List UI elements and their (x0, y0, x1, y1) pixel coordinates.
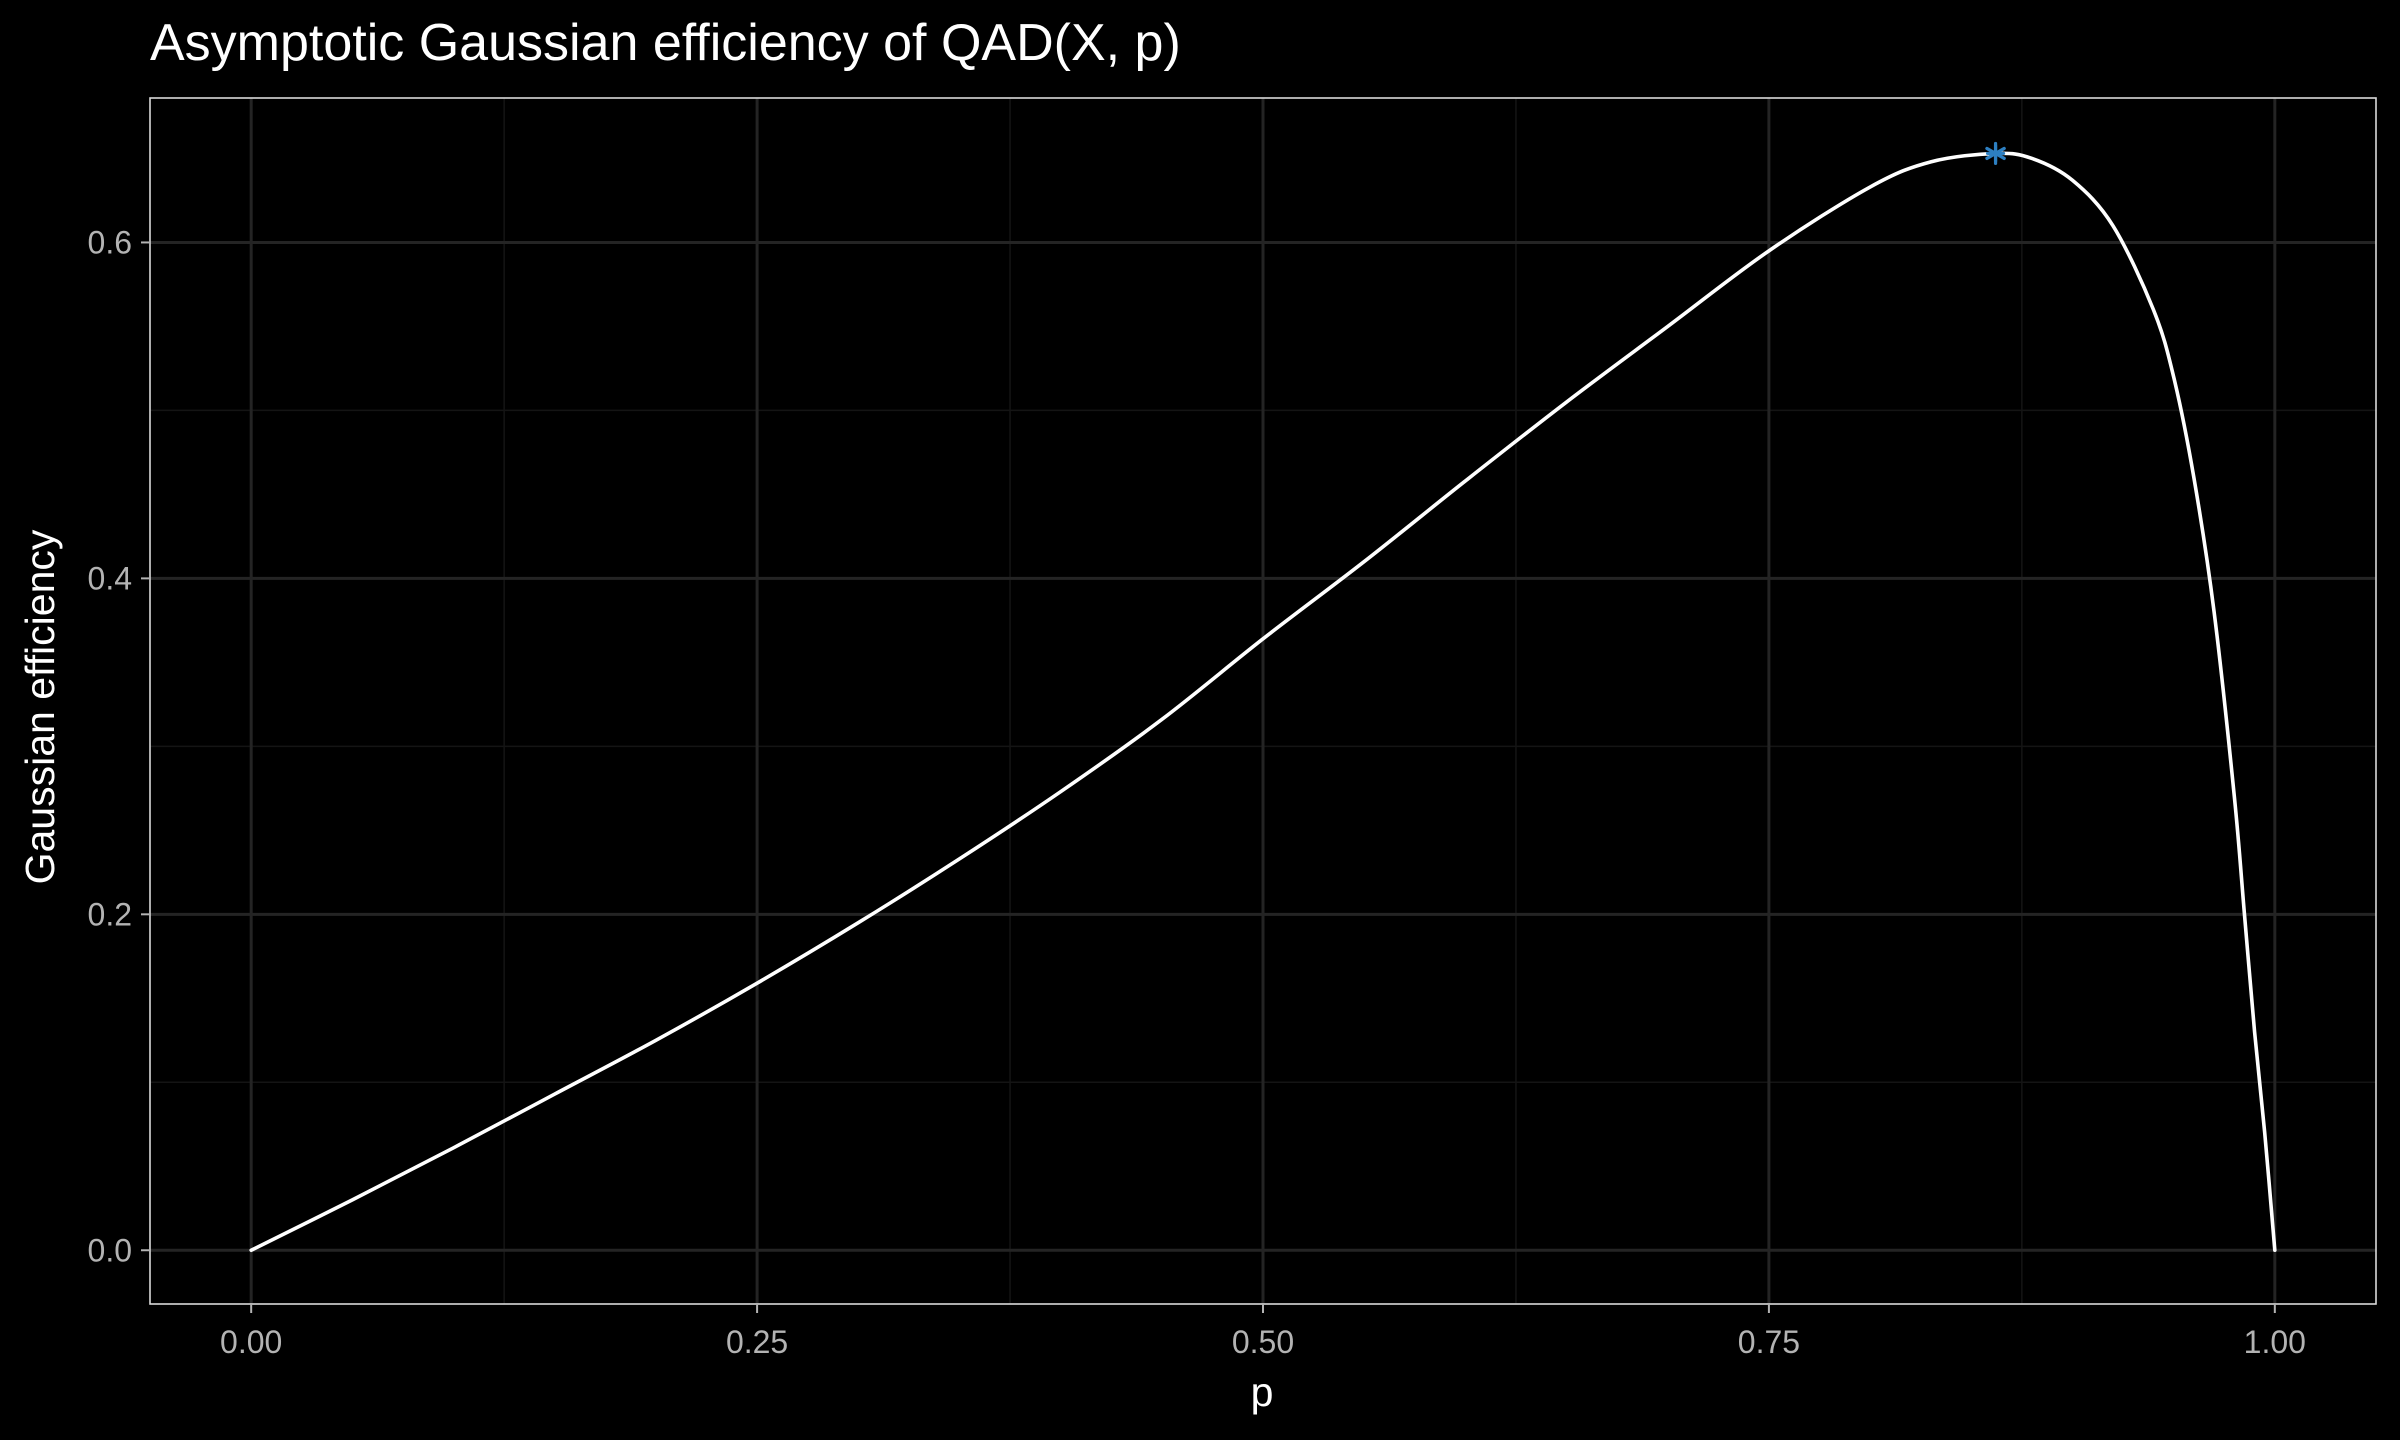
y-tick-label: 0.4 (88, 560, 132, 596)
x-tick-label: 1.00 (2244, 1324, 2306, 1360)
x-axis-title: p (1251, 1369, 1274, 1415)
efficiency-curve (249, 151, 2277, 1253)
y-axis-title: Gaussian efficiency (17, 529, 63, 884)
y-axis-ticks: 0.0 0.2 0.4 0.6 (88, 224, 150, 1268)
y-tick-label: 0.2 (88, 896, 132, 932)
x-tick-label: 0.00 (220, 1324, 282, 1360)
x-tick-label: 0.75 (1738, 1324, 1800, 1360)
y-tick-label: 0.0 (88, 1232, 132, 1268)
x-tick-label: 0.25 (726, 1324, 788, 1360)
chart-title: Asymptotic Gaussian efficiency of QAD(X,… (150, 14, 1181, 72)
y-tick-label: 0.6 (88, 224, 132, 260)
major-grid (150, 98, 2376, 1304)
x-tick-label: 0.50 (1232, 1324, 1294, 1360)
series-layer (249, 151, 2277, 1253)
x-axis-ticks: 0.00 0.25 0.50 0.75 1.00 (220, 1304, 2306, 1360)
maximum-marker (1985, 141, 2006, 166)
annotation-layer (1985, 141, 2006, 166)
